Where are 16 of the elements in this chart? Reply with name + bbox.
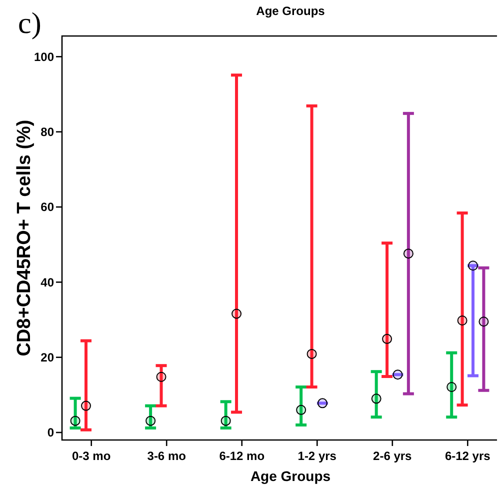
- x-axis-title: Age Groups: [250, 468, 331, 484]
- y-tick-label: 100: [34, 50, 54, 64]
- text: c): [18, 7, 42, 40]
- x-tick-label: 6-12 mo: [219, 449, 265, 463]
- x-tick-label: 2-6 yrs: [373, 449, 412, 463]
- x-tick-label: 0-3 mo: [72, 449, 111, 463]
- y-axis-title: CD8+CD45RO+ T cells (%): [14, 120, 35, 356]
- y-tick-label: 60: [40, 200, 54, 214]
- y-tick-label: 20: [40, 350, 54, 365]
- x-tick-label: 3-6 mo: [147, 449, 186, 463]
- x-tick-label: 6-12 yrs: [444, 449, 491, 463]
- y-tick-label: 80: [40, 125, 54, 140]
- x-tick-label: 1-2 yrs: [298, 449, 337, 463]
- y-tick-label: 0: [47, 426, 54, 440]
- y-tick-label: 40: [40, 275, 54, 290]
- chart-title: Age Groups: [256, 4, 326, 18]
